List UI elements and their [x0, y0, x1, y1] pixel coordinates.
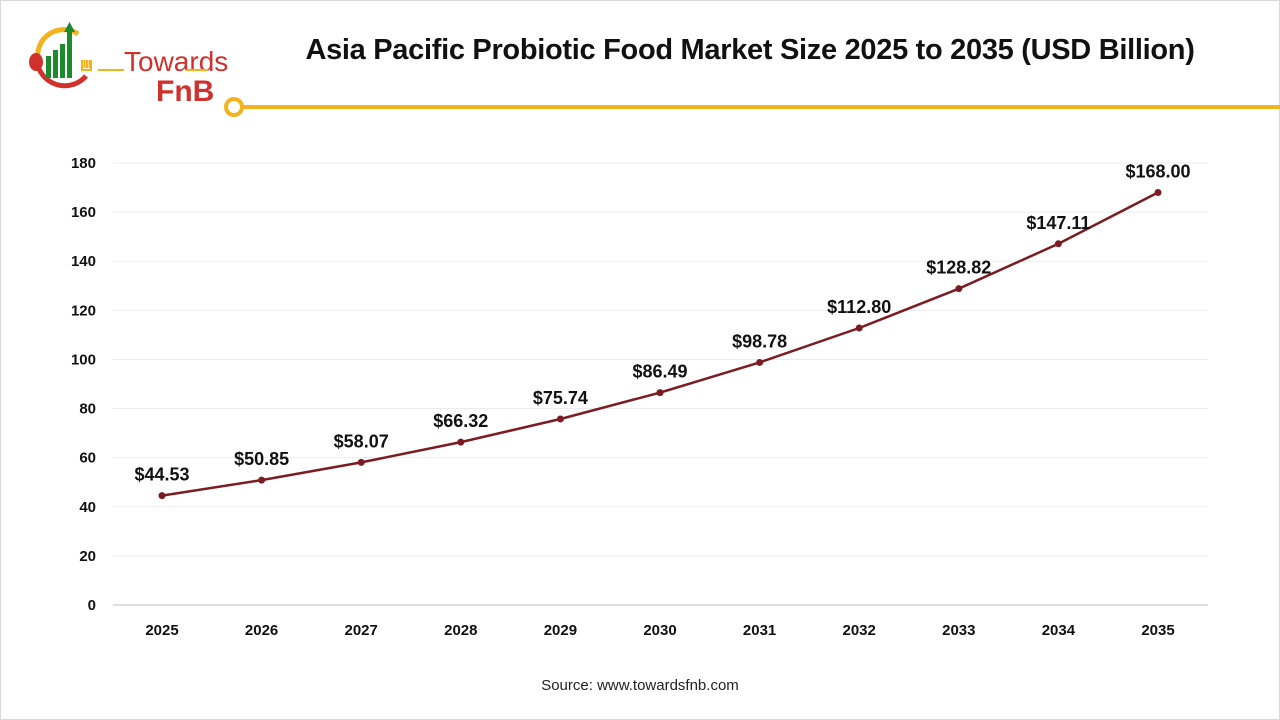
logo-icon [29, 22, 92, 89]
logo-text-fnb: FnB [156, 75, 215, 108]
chart-title: Asia Pacific Probiotic Food Market Size … [305, 34, 1195, 66]
x-tick-label: 2035 [1141, 622, 1174, 639]
x-tick-label: 2025 [145, 622, 178, 639]
data-point [1154, 188, 1162, 196]
y-tick-label: 80 [79, 401, 96, 418]
data-point [656, 389, 664, 397]
logo-text-towards: Towards [124, 46, 229, 77]
data-label: $75.74 [533, 388, 588, 408]
data-point [556, 415, 564, 423]
x-tick-label: 2034 [1042, 622, 1076, 639]
y-tick-label: 20 [79, 548, 96, 565]
data-label: $86.49 [632, 362, 687, 382]
x-tick-label: 2033 [942, 622, 975, 639]
data-label: $168.00 [1125, 161, 1190, 181]
data-label: $50.85 [234, 449, 289, 469]
y-tick-label: 160 [71, 204, 96, 221]
x-tick-label: 2027 [345, 622, 378, 639]
y-tick-label: 60 [79, 450, 96, 467]
data-point [158, 492, 166, 500]
data-point [1054, 240, 1062, 248]
source-note: Source: www.towardsfnb.com [541, 677, 739, 694]
logo-divider-left [98, 69, 124, 71]
y-tick-label: 100 [71, 351, 96, 368]
data-label: $147.11 [1026, 213, 1090, 233]
logo-divider-right [186, 69, 208, 71]
y-tick-label: 180 [71, 155, 96, 172]
y-tick-label: 40 [79, 499, 96, 516]
data-point [457, 438, 465, 446]
x-tick-label: 2030 [643, 622, 676, 639]
data-label: $128.82 [926, 258, 991, 278]
data-label: $66.32 [433, 411, 488, 431]
x-tick-label: 2028 [444, 622, 477, 639]
data-point [357, 458, 365, 466]
data-label: $58.07 [334, 431, 389, 451]
data-point [258, 476, 266, 484]
x-tick-label: 2032 [843, 622, 876, 639]
y-tick-label: 120 [71, 302, 96, 319]
y-tick-label: 140 [71, 253, 96, 270]
x-tick-label: 2029 [544, 622, 577, 639]
towards-fnb-logo: Towards FnB [26, 20, 228, 108]
y-tick-label: 0 [88, 597, 96, 614]
data-point [855, 324, 863, 332]
x-tick-label: 2026 [245, 622, 278, 639]
data-label: $44.53 [134, 465, 189, 485]
x-tick-label: 2031 [743, 622, 776, 639]
data-point [955, 285, 963, 293]
accent-dot [224, 97, 244, 117]
data-point [756, 358, 764, 366]
series-line [161, 191, 1159, 497]
data-label: $112.80 [827, 297, 891, 317]
data-label: $98.78 [732, 331, 787, 351]
